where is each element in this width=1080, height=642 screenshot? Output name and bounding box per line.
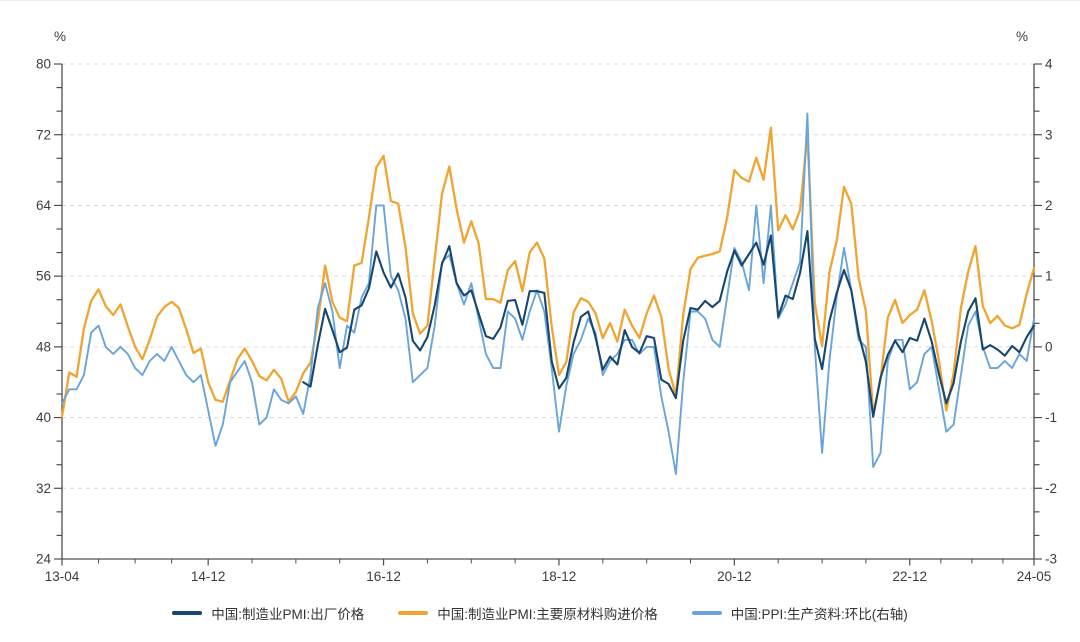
left-axis-tick-label: 64 xyxy=(36,198,52,213)
left-axis-tick-label: 40 xyxy=(36,410,51,425)
legend-label-output-price: 中国:制造业PMI:出厂价格 xyxy=(211,607,365,622)
left-axis-tick-label: 32 xyxy=(36,481,51,496)
x-axis-tick-label: 18-12 xyxy=(542,569,577,584)
right-axis-tick-label: -2 xyxy=(1045,481,1057,496)
right-axis-tick-label: -3 xyxy=(1045,552,1057,567)
x-axis-tick-label: 20-12 xyxy=(717,569,752,584)
x-axis-tick-label: 14-12 xyxy=(191,569,226,584)
legend-swatch-input-price-line xyxy=(398,611,429,615)
legend-swatch-ppi-mom-line xyxy=(691,611,722,615)
right-axis-tick-label: 0 xyxy=(1045,339,1053,354)
legend-swatch-output-price-line xyxy=(172,611,203,615)
legend-label-ppi-mom: 中国:PPI:生产资料:环比(右轴) xyxy=(730,607,908,622)
x-axis-tick-label: 24-05 xyxy=(1017,569,1052,584)
left-axis-tick-label: 24 xyxy=(36,552,52,567)
left-axis-tick-label: 80 xyxy=(36,57,51,72)
right-axis-tick-label: -1 xyxy=(1045,410,1057,425)
legend: 中国:制造业PMI:出厂价格 中国:制造业PMI:主要原材料购进价格 中国:PP… xyxy=(0,603,1080,623)
right-axis-tick-label: 1 xyxy=(1045,269,1053,284)
legend-item-input-price: 中国:制造业PMI:主要原材料购进价格 xyxy=(398,603,658,623)
left-axis-tick-label: 56 xyxy=(36,269,51,284)
right-axis-tick-label: 2 xyxy=(1045,198,1053,213)
left-axis-unit-label: % xyxy=(54,29,66,44)
series-line-0 xyxy=(302,230,1036,418)
x-axis-tick-label: 13-04 xyxy=(45,569,80,584)
x-axis-tick-label: 22-12 xyxy=(892,569,927,584)
series-line-2 xyxy=(61,112,1035,476)
left-axis-tick-label: 48 xyxy=(36,339,51,354)
x-axis-tick-label: 16-12 xyxy=(366,569,401,584)
right-axis-unit-label: % xyxy=(1016,29,1028,44)
legend-label-input-price: 中国:制造业PMI:主要原材料购进价格 xyxy=(437,607,658,622)
left-axis-tick-label: 72 xyxy=(36,127,51,142)
series-line-1 xyxy=(60,126,1036,418)
legend-item-output-price: 中国:制造业PMI:出厂价格 xyxy=(172,603,364,623)
right-axis-tick-label: 4 xyxy=(1045,57,1053,72)
right-axis-tick-label: 3 xyxy=(1045,127,1053,142)
legend-item-ppi-mom: 中国:PPI:生产资料:环比(右轴) xyxy=(691,603,908,623)
